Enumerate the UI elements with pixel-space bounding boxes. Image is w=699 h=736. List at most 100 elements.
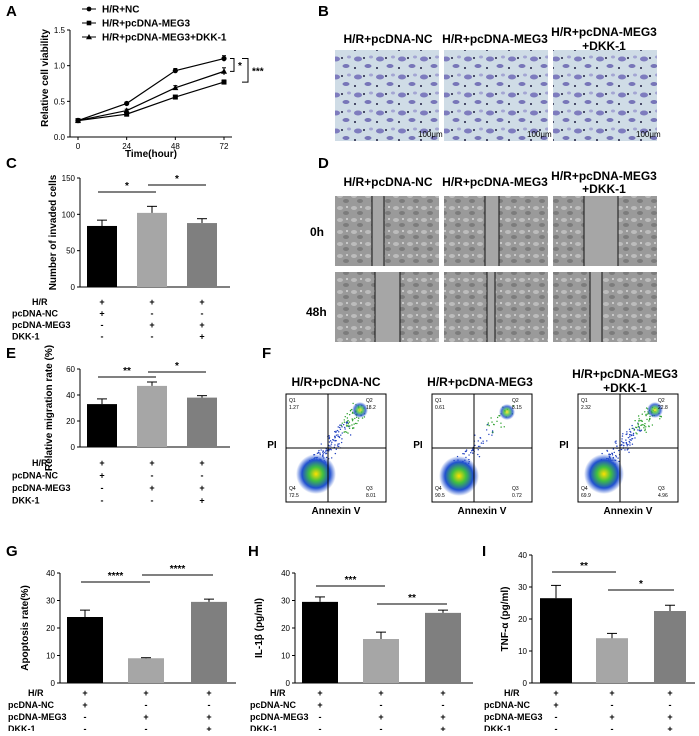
panel-f-event-dot [626,443,628,445]
panel-a-ytick-label: 1.5 [54,26,66,35]
panel-f-event-dot [649,417,651,420]
panel-f-event-dot [601,452,603,455]
panel-c-bar [87,225,117,287]
panel-f-event-dot [349,425,351,427]
panel-f-event-dot [474,434,476,436]
panel-a-point-triangle [172,84,179,91]
panel-f-event-dot [317,451,320,453]
panel-f-event-dot [344,415,346,418]
panel-g-sig-label: **** [108,571,124,582]
panel-g-bar [128,658,164,683]
panel-f-event-dot [354,422,357,425]
panel-f-event-dot [328,437,331,440]
panel-f-event-dot [330,443,333,445]
panel-h-condition-label: H/R [270,688,286,698]
panel-g-condition-mark: + [206,688,211,698]
panel-f-event-dot [335,430,337,432]
panel-b-image-1 [335,50,439,141]
panel-f-event-dot [606,450,609,452]
panel-i-condition-mark: + [609,688,614,698]
panel-h-condition-label: DKK-1 [250,724,278,731]
panel-e-ytick-label: 60 [66,365,75,374]
panel-d-image-0h-3 [553,196,657,266]
panel-f-event-dot [630,431,632,433]
panel-f-event-dot [320,449,322,451]
panel-f-event-dot [632,432,635,435]
panel-f-event-dot [338,436,340,438]
panel-i-condition-label: pcDNA-MEG3 [484,712,543,722]
panel-g-condition-mark: + [206,712,211,722]
panel-c-condition-mark: - [151,332,154,342]
panel-c-condition-label: DKK-1 [12,332,40,342]
panel-f-event-dot [648,425,650,427]
panel-f-event-dot [328,441,331,443]
panel-f-event-dot [615,454,617,457]
panel-f-event-dot [637,425,640,428]
panel-c-bar [187,223,217,287]
panel-g-condition-mark: - [145,700,148,710]
panel-f-event-dot [488,433,490,436]
panel-f-event-dot [357,420,359,422]
panel-f-xlabel: Annexin V [312,506,361,517]
panel-c-condition-mark: + [99,297,104,307]
panel-f-event-dot [477,448,479,451]
panel-f-ylabel: PI [413,440,423,451]
panel-f-event-dot [639,420,641,422]
panel-c-condition-label: pcDNA-MEG3 [12,320,71,330]
panel-f-event-dot [491,430,494,432]
panel-f-event-dot [331,457,333,459]
panel-f-event-dot [638,428,641,430]
panel-i-condition-mark: + [553,688,558,698]
panel-f-event-dot [644,422,646,425]
panel-letter-c: C [6,155,17,172]
panel-e-condition-mark: + [149,483,154,493]
panel-g-ytick-label: 40 [46,569,55,578]
panel-f-event-dot [348,413,351,416]
panel-f-event-dot [491,434,493,436]
panel-f-event-dot [660,416,662,418]
panel-f-event-dot [463,453,465,455]
panel-f-event-dot [490,417,492,419]
panel-e-ylabel: Relative migration rate (%) [44,345,55,471]
panel-f-event-dot [353,427,355,429]
panel-b-header-4: +DKK-1 [582,39,626,53]
panel-c-bar [137,212,167,287]
panel-c-condition-mark: + [99,309,104,319]
panel-f-quadrant-value: 69.9 [581,493,591,499]
panel-letter-f: F [262,345,271,362]
panel-f-event-dot [614,441,616,443]
panel-f-quadrant-name: Q4 [581,486,588,492]
panel-f-event-dot [351,420,354,422]
panel-b-header-1: H/R+pcDNA-NC [343,32,432,46]
panel-f-event-dot [646,418,648,421]
panel-e-condition-mark: + [199,483,204,493]
panel-f-event-dot [477,453,479,456]
panel-f-event-dot [629,434,631,436]
panel-a-legend-label: H/R+pcDNA-MEG3+DKK-1 [102,33,227,44]
panel-d-header-2: H/R+pcDNA-MEG3 [442,175,548,189]
panel-h-condition-label: pcDNA-NC [250,700,296,710]
panel-f-event-dot [335,434,338,436]
panel-a-point-circle [124,100,130,107]
panel-f-event-dot [338,443,340,445]
panel-g-condition-label: DKK-1 [8,724,36,731]
panel-c-condition-mark: - [101,320,104,330]
panel-f-event-dot [634,419,636,422]
panel-f-event-dot [488,424,490,427]
panel-d-row-0h: 0h [310,225,324,239]
panel-c-condition-mark: + [199,297,204,307]
panel-f-event-dot [472,449,474,452]
panel-f-event-dot [485,429,488,431]
panel-c-condition-mark: - [201,309,204,319]
panel-f-event-dot [320,443,322,445]
panel-f-quadrant-value: 8.01 [366,493,376,499]
panel-f-event-dot [472,452,474,454]
panel-f-event-dot [637,420,640,422]
panel-h-condition-mark: + [440,724,445,731]
panel-letter-g: G [6,543,18,560]
panel-f-event-dot [324,451,326,454]
panel-f-event-dot [620,448,623,451]
panel-f-event-dot [659,418,661,420]
panel-f-event-dot [332,439,335,441]
panel-h-condition-mark: - [380,700,383,710]
